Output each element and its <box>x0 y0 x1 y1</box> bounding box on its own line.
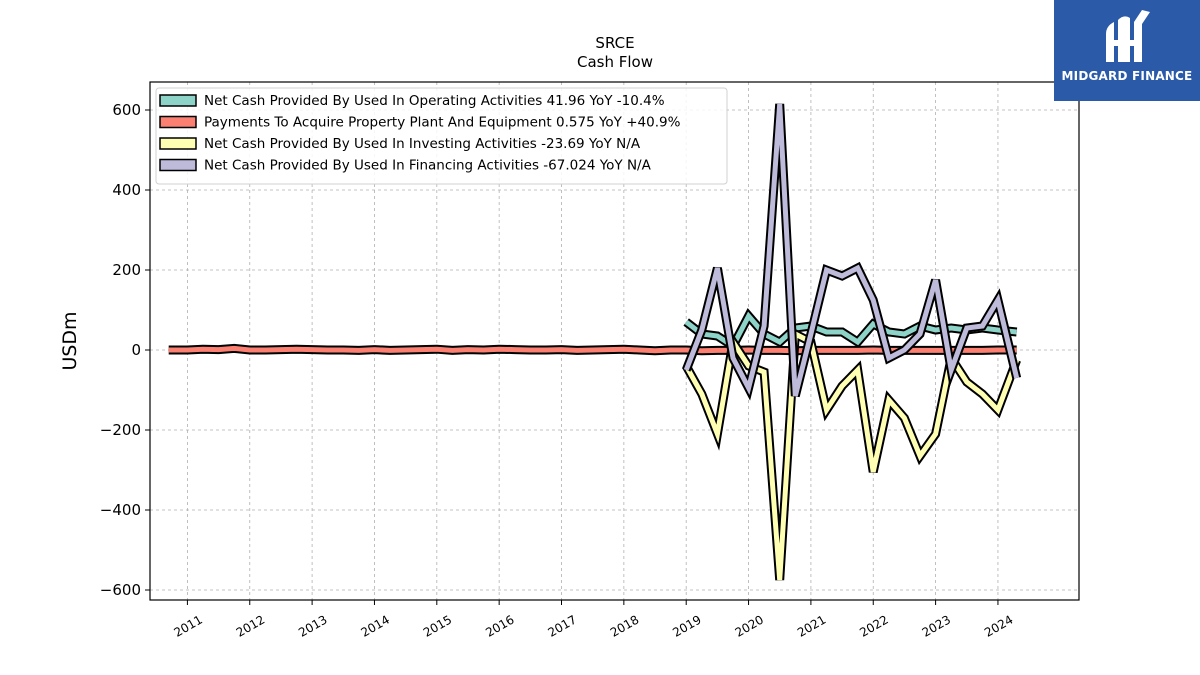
series-layer <box>168 103 1022 581</box>
x-tick-label: 2013 <box>296 612 329 639</box>
series-2 <box>168 343 1017 356</box>
legend-swatch-1 <box>159 94 197 107</box>
x-tick-label: 2022 <box>857 612 890 639</box>
x-tick-label: 2020 <box>733 612 766 639</box>
y-tick-label: 600 <box>112 101 141 119</box>
legend-swatch-4 <box>159 158 197 172</box>
legend-label-2: Payments To Acquire Property Plant And E… <box>204 115 681 131</box>
series-4-line <box>683 103 1020 397</box>
y-tick-label: 0 <box>131 341 141 359</box>
y-tick-label: −200 <box>100 421 141 439</box>
legend: Net Cash Provided By Used In Operating A… <box>155 87 728 185</box>
x-tick-label: 2017 <box>546 612 579 639</box>
series-3 <box>682 326 1021 581</box>
logo-text: MIDGARD FINANCE <box>1061 69 1193 83</box>
series-3-line <box>684 330 1020 581</box>
y-axis-label: USDm <box>59 311 81 370</box>
x-tick-label: 2011 <box>171 612 204 639</box>
chart-subtitle: Cash Flow <box>577 53 653 71</box>
x-tick-label: 2012 <box>234 612 267 639</box>
x-tick-label: 2014 <box>359 612 392 639</box>
series-4 <box>682 103 1022 401</box>
legend-swatch-3 <box>159 137 197 150</box>
midgard-finance-logo: MIDGARD FINANCE <box>1054 0 1200 101</box>
x-tick-label: 2021 <box>795 612 828 639</box>
x-tick-label: 2018 <box>608 612 641 639</box>
y-tick-label: 200 <box>112 261 141 279</box>
x-tick-label: 2024 <box>982 612 1015 639</box>
y-tick-label: −400 <box>100 501 141 519</box>
plot-frame <box>149 81 1080 601</box>
legend-label-4: Net Cash Provided By Used In Financing A… <box>204 158 652 174</box>
x-tick-label: 2015 <box>421 612 454 639</box>
x-tick-label: 2023 <box>920 612 953 639</box>
series-2-line <box>168 345 1017 354</box>
legend-label-1: Net Cash Provided By Used In Operating A… <box>204 93 665 109</box>
x-tick-label: 2016 <box>483 612 516 639</box>
y-tick-label: −600 <box>100 581 141 599</box>
legend-swatch-2 <box>159 115 197 129</box>
legend-box <box>155 87 728 185</box>
x-tick-label: 2019 <box>670 612 703 639</box>
y-tick-label: 400 <box>112 181 141 199</box>
series-1-line <box>684 311 1017 350</box>
chart-title: SRCE <box>595 34 634 52</box>
series-1 <box>683 308 1018 353</box>
legend-label-3: Net Cash Provided By Used In Investing A… <box>204 136 641 152</box>
midgard-logo-icon <box>1106 10 1150 62</box>
